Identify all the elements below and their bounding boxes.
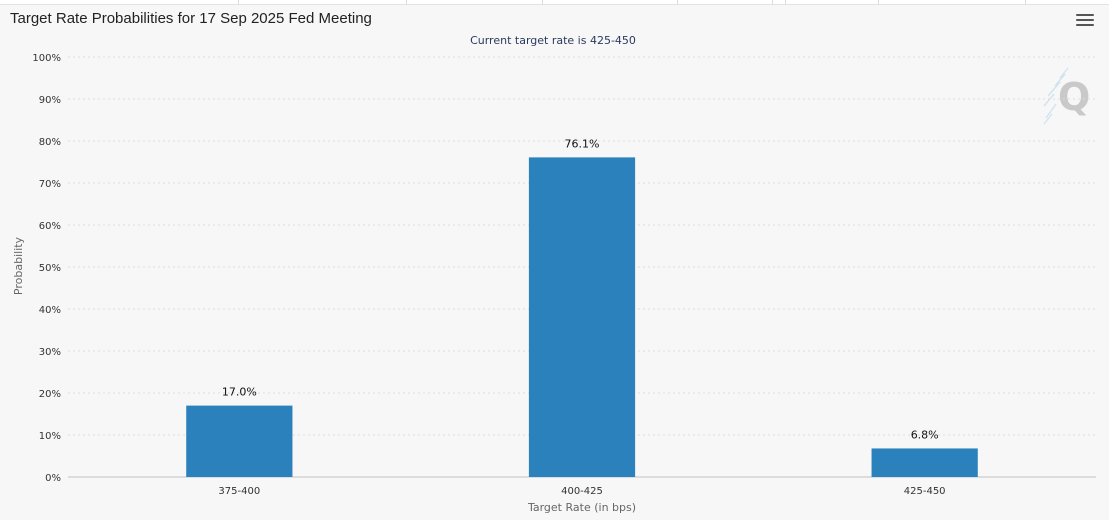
y-tick-label: 0% <box>45 473 61 484</box>
top-border-strip <box>0 0 1109 5</box>
q-watermark-icon: Q <box>1043 67 1090 125</box>
strip-divider <box>1025 0 1026 4</box>
data-label: 6.8% <box>911 428 939 441</box>
y-tick-label: 100% <box>32 53 61 64</box>
y-axis-label: Probability <box>12 236 25 295</box>
x-tick-label: 375-400 <box>218 486 260 497</box>
y-tick-label: 80% <box>39 137 61 148</box>
x-tick-label: 425-450 <box>904 486 946 497</box>
y-tick-label: 50% <box>39 263 61 274</box>
strip-divider <box>772 0 773 4</box>
y-tick-label: 10% <box>39 431 61 442</box>
bar-375-400[interactable] <box>186 405 293 477</box>
y-tick-label: 70% <box>39 179 61 190</box>
x-tick-label: 400-425 <box>561 486 603 497</box>
strip-divider <box>785 0 786 4</box>
bar-425-450[interactable] <box>871 448 978 477</box>
y-tick-label: 20% <box>39 389 61 400</box>
strip-divider <box>542 0 543 4</box>
y-tick-label: 60% <box>39 221 61 232</box>
chart-subtitle: Current target rate is 425-450 <box>470 34 636 47</box>
bar-400-425[interactable] <box>528 157 636 477</box>
strip-divider <box>238 0 239 4</box>
watermark-letter: Q <box>1058 75 1090 119</box>
hamburger-menu-icon[interactable] <box>1076 14 1094 30</box>
x-axis-label: Target Rate (in bps) <box>527 501 636 514</box>
data-label: 76.1% <box>565 137 600 150</box>
data-label: 17.0% <box>222 386 257 399</box>
chart-title: Target Rate Probabilities for 17 Sep 202… <box>10 10 372 27</box>
y-tick-label: 90% <box>39 95 61 106</box>
y-tick-label: 40% <box>39 305 61 316</box>
strip-divider <box>677 0 678 4</box>
y-tick-label: 30% <box>39 347 61 358</box>
strip-divider <box>878 0 879 4</box>
strip-divider <box>406 0 407 4</box>
